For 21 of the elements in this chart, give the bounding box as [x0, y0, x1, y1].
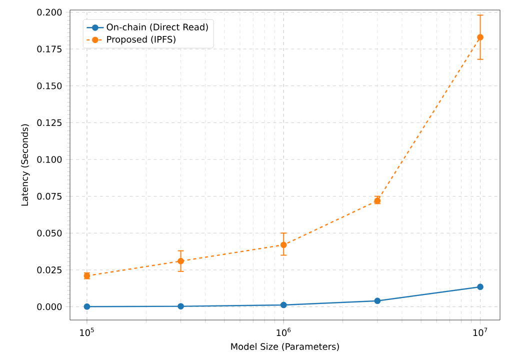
y-tick-label: 0.025 — [37, 266, 62, 274]
point — [477, 284, 484, 290]
x-tick-label: 10$^{7}$ — [473, 328, 488, 336]
legend-label: Proposed (IPFS) — [107, 36, 176, 44]
point — [84, 303, 90, 310]
point — [280, 242, 287, 248]
x-tick-label: 10$^{6}$ — [276, 328, 291, 336]
point — [280, 302, 287, 308]
legend-label: On-chain (Direct Read) — [106, 23, 208, 32]
y-tick-label: 0.050 — [37, 230, 62, 236]
x-axis-title: Model Size (Parameters) — [231, 342, 339, 351]
y-axis-title: Latency (Seconds) — [21, 124, 30, 206]
y-tick-label: 0.125 — [37, 119, 62, 126]
x-tick-label: 10$^{5}$ — [80, 328, 94, 336]
y-tick-label: 0.100 — [37, 156, 62, 163]
y-tick-label: 0.075 — [37, 192, 62, 200]
y-tick-label: 0.200 — [37, 8, 62, 16]
y-tick-label: 0.000 — [37, 303, 62, 310]
y-tick-label: 0.150 — [37, 82, 62, 90]
point — [477, 34, 484, 40]
y-tick-label: 0.175 — [37, 46, 62, 52]
